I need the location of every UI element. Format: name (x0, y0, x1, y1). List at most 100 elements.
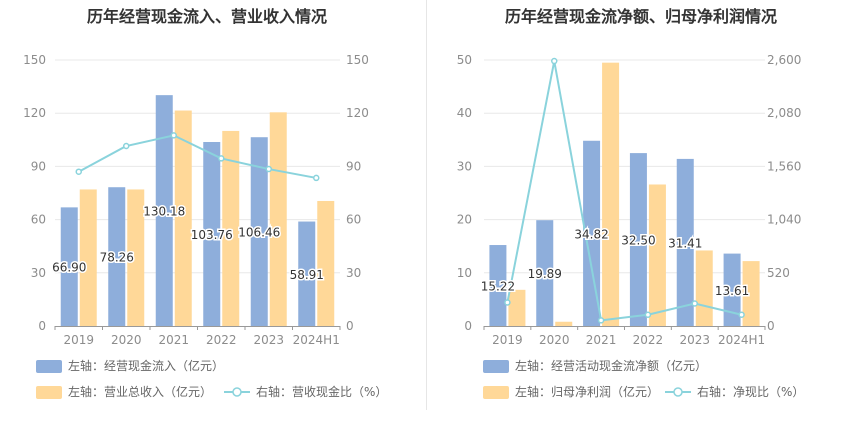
y-right-tick-label: 520 (767, 266, 790, 280)
bar (79, 189, 97, 326)
line-point (504, 299, 511, 306)
y-left-tick-label: 90 (31, 159, 46, 173)
x-tick-label: 2021 (158, 333, 189, 347)
legend-label: 左轴：经营活动现金流净额（亿元） (515, 358, 707, 373)
bar-data-label: 32.50 (621, 234, 655, 248)
y-left-tick-label: 60 (31, 213, 46, 227)
x-tick-label: 2019 (63, 333, 94, 347)
x-tick-label: 2023 (253, 333, 284, 347)
bar-data-label: 66.90 (52, 261, 86, 275)
bar-data-label: 106.46 (238, 226, 280, 240)
y-right-tick-label: 0 (346, 319, 354, 333)
bar (723, 253, 741, 326)
x-tick-label: 2020 (539, 333, 570, 347)
x-tick-label: 2023 (679, 333, 710, 347)
bar (489, 245, 507, 326)
y-left-tick-label: 10 (457, 266, 472, 280)
bar-data-label: 103.76 (191, 228, 233, 242)
y-left-tick-label: 0 (38, 319, 46, 333)
x-tick-label: 2024H1 (293, 333, 340, 347)
bar (508, 289, 526, 326)
legend-label: 右轴：营收现金比（%） (256, 384, 387, 399)
legend-marker (232, 387, 242, 397)
line-point (551, 57, 558, 65)
y-left-tick-label: 120 (23, 106, 46, 120)
line-point (218, 155, 225, 162)
panel-divider (426, 0, 427, 410)
y-left-tick-label: 150 (23, 53, 46, 67)
x-tick-label: 2019 (492, 333, 523, 347)
legend-label: 左轴：经营现金流入（亿元） (68, 358, 224, 373)
x-tick-label: 2021 (586, 333, 617, 347)
line-point (691, 300, 698, 307)
line-point (738, 311, 745, 318)
x-tick-label: 2020 (111, 333, 142, 347)
bar (155, 95, 173, 327)
legend-label: 左轴：营业总收入（亿元） (68, 384, 212, 399)
bar (269, 112, 287, 327)
bar (648, 184, 666, 326)
bar-data-label: 13.61 (715, 284, 749, 298)
bar-data-label: 130.18 (143, 205, 185, 219)
bar (60, 207, 78, 326)
line-point (597, 317, 605, 324)
line-point (170, 132, 177, 139)
legend-swatch (483, 360, 509, 373)
bar (695, 250, 713, 326)
series-line (78, 134, 317, 179)
legend-swatch (36, 386, 62, 399)
bar-data-label: 31.41 (668, 236, 702, 250)
series-line (506, 60, 742, 322)
y-right-tick-label: 1,040 (767, 213, 801, 227)
bar (174, 110, 192, 326)
legend-label: 右轴：净现比（%） (697, 384, 804, 399)
chart-title: 历年经营现金流入、营业收入情况 (87, 7, 327, 26)
y-right-tick-label: 120 (346, 106, 369, 120)
bar (203, 141, 221, 326)
y-right-tick-label: 150 (346, 53, 369, 67)
y-right-tick-label: 2,080 (767, 106, 801, 120)
bar (742, 261, 760, 326)
bar (298, 221, 316, 326)
y-right-tick-label: 60 (346, 213, 361, 227)
bar (583, 140, 601, 326)
bar (629, 153, 647, 326)
line-point (313, 174, 320, 182)
y-left-tick-label: 30 (457, 159, 472, 173)
y-right-tick-label: 1,560 (767, 159, 801, 173)
bar (317, 200, 335, 326)
bar-data-label: 58.91 (290, 268, 324, 282)
y-right-tick-label: 90 (346, 159, 361, 173)
line-point (644, 311, 652, 318)
chart-net-cash-profit: 历年经营现金流净额、归母净利润情况 0 0 10 520 20 1,040 30 1,560 40… (457, 7, 804, 399)
bar (222, 130, 240, 326)
x-tick-label: 2024H1 (718, 333, 765, 347)
bar-data-label: 19.89 (528, 267, 562, 281)
chart-cash-inflow-revenue: 历年经营现金流入、营业收入情况 0 0 30 30 60 60 90 90 120 120 150 15… (23, 7, 387, 399)
legend-swatch (36, 360, 62, 373)
x-tick-label: 2022 (206, 333, 237, 347)
bar-data-label: 34.82 (574, 227, 608, 241)
y-left-tick-label: 40 (457, 106, 472, 120)
legend-marker (673, 387, 683, 397)
y-left-tick-label: 30 (31, 266, 46, 280)
bar (555, 321, 573, 326)
y-right-tick-label: 30 (346, 266, 361, 280)
y-right-tick-label: 2,600 (767, 53, 801, 67)
y-left-tick-label: 20 (457, 213, 472, 227)
chart-title: 历年经营现金流净额、归母净利润情况 (505, 7, 777, 26)
legend-label: 左轴：归母净利润（亿元） (515, 384, 659, 399)
y-left-tick-label: 50 (457, 53, 472, 67)
bar (602, 62, 620, 326)
bar (127, 189, 145, 326)
legend-swatch (483, 386, 509, 399)
x-tick-label: 2022 (633, 333, 664, 347)
y-right-tick-label: 0 (767, 319, 775, 333)
bar (108, 187, 126, 326)
bar (676, 158, 694, 326)
y-left-tick-label: 0 (464, 319, 472, 333)
bar-data-label: 15.22 (481, 280, 515, 294)
line-point (123, 142, 130, 150)
bar-data-label: 78.26 (100, 251, 134, 265)
line-point (265, 165, 272, 173)
